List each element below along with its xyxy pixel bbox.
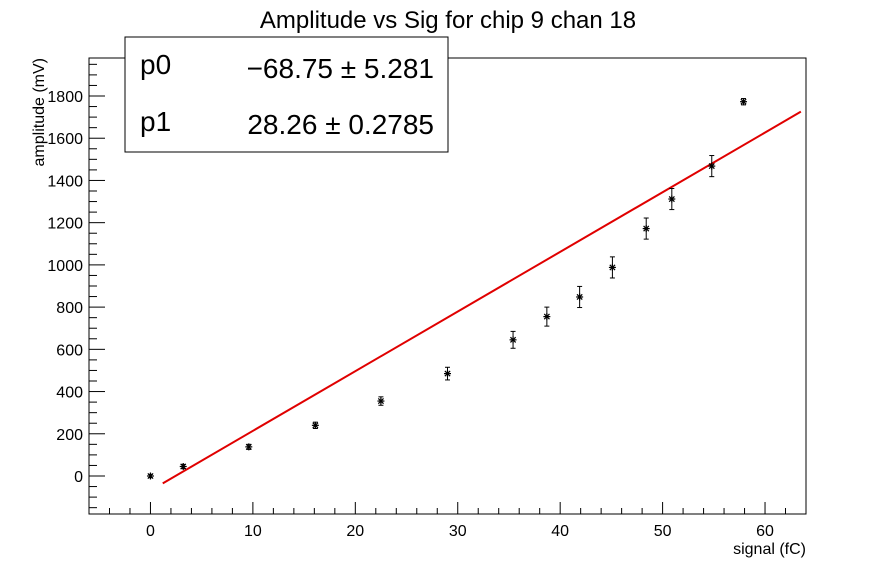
marker-stroke [444, 370, 451, 377]
marker-stroke [543, 313, 550, 320]
y-tick-label: 200 [56, 427, 83, 444]
marker-stroke [180, 463, 187, 470]
stat-value-p1: 28.26 ± 0.2785 [247, 109, 434, 140]
data-point [311, 421, 319, 429]
x-axis-title: signal (fC) [733, 541, 806, 558]
y-tick-label: 1800 [47, 89, 83, 106]
marker-stroke [510, 336, 517, 343]
data-point [668, 187, 676, 211]
stat-value-p0: −68.75 ± 5.281 [247, 53, 434, 84]
fit-stats-box: p0 −68.75 ± 5.281 p1 28.26 ± 0.2785 [124, 36, 449, 153]
x-tick-label: 0 [146, 523, 155, 540]
x-tick-label: 50 [654, 523, 672, 540]
data-point [543, 306, 551, 327]
marker-stroke [377, 398, 384, 405]
x-tick-label: 30 [449, 523, 467, 540]
data-point [146, 472, 154, 480]
marker-stroke [312, 422, 319, 429]
x-axis-ticks: 0 10 20 30 40 50 60 [108, 502, 787, 540]
y-tick-label: 600 [56, 342, 83, 359]
y-axis-title: amplitude (mV) [31, 58, 48, 166]
y-tick-label: 400 [56, 385, 83, 402]
marker-stroke [740, 98, 747, 105]
data-point [708, 155, 716, 178]
data-point [642, 217, 650, 240]
stat-name-p1: p1 [140, 106, 171, 137]
x-tick-label: 40 [551, 523, 569, 540]
x-tick-label: 60 [756, 523, 774, 540]
x-tick-label: 10 [244, 523, 262, 540]
fit-layer [162, 110, 802, 485]
marker-stroke [668, 195, 675, 203]
y-tick-label: 800 [56, 300, 83, 317]
y-tick-label: 0 [74, 469, 83, 486]
data-point [179, 463, 187, 470]
marker-stroke [609, 264, 616, 271]
marker-stroke [147, 472, 154, 480]
x-tick-label: 20 [346, 523, 364, 540]
y-tick-label: 1400 [47, 173, 83, 190]
chart-title: Amplitude vs Sig for chip 9 chan 18 [260, 7, 636, 34]
data-point [377, 396, 385, 406]
stats-box-frame [124, 36, 449, 153]
marker-stroke [245, 443, 252, 450]
y-tick-label: 1000 [47, 258, 83, 275]
data-point [608, 256, 616, 279]
y-axis-ticks: 0 200 400 600 800 1000 1200 1400 1600 1800 [47, 63, 105, 509]
marker-stroke [576, 293, 583, 301]
y-tick-label: 1200 [47, 216, 83, 233]
data-point [576, 285, 584, 309]
marker-stroke [643, 225, 650, 232]
y-tick-label: 1600 [47, 131, 83, 148]
data-point [740, 98, 748, 106]
data-point [245, 443, 253, 451]
marker-stroke [708, 163, 715, 170]
data-point [444, 366, 451, 381]
fit-line [162, 110, 802, 485]
data-point [509, 330, 517, 349]
stat-name-p0: p0 [140, 49, 171, 80]
data-points [146, 98, 748, 480]
